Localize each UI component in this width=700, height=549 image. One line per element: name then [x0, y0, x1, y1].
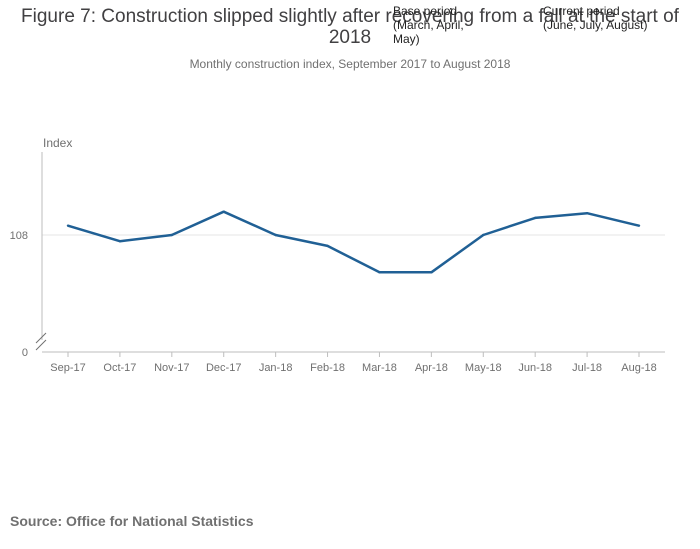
- x-tick-label-jun-18: Jun-18: [518, 362, 552, 374]
- x-tick-label-aug-18: Aug-18: [621, 362, 656, 374]
- data-point-oct-17: [118, 240, 122, 243]
- y-tick-label-0: 0: [22, 347, 28, 359]
- data-point-sep-17: [66, 224, 70, 227]
- x-tick-label-jan-18: Jan-18: [259, 362, 293, 374]
- x-tick-label-mar-18: Mar-18: [362, 362, 397, 374]
- x-tick-label-oct-17: Oct-17: [103, 362, 136, 374]
- x-tick-label-sep-17: Sep-17: [50, 362, 85, 374]
- data-point-apr-18: [430, 271, 433, 274]
- data-point-mar-18: [378, 271, 381, 274]
- chart-subtitle: Monthly construction index, September 20…: [189, 57, 511, 71]
- data-point-jan-18: [274, 233, 277, 237]
- data-point-may-18: [482, 233, 485, 237]
- y-tick-labels: 108: [10, 230, 28, 242]
- x-tick-label-feb-18: Feb-18: [310, 362, 345, 374]
- data-point-jun-18: [533, 216, 537, 220]
- chart-title: Figure 7: Construction slipped slightly …: [21, 6, 679, 48]
- series-line: [67, 210, 640, 274]
- annotation-current-period: Current period (June, July, August): [543, 4, 648, 32]
- annotation-base-period: Base period (March, April, May): [393, 4, 464, 46]
- x-tick-label-nov-17: Nov-17: [154, 362, 189, 374]
- x-tick-label-may-18: May-18: [465, 362, 502, 374]
- series-layer: [66, 210, 641, 274]
- y-axis-label: Index: [43, 136, 72, 150]
- x-tick-labels: Sep-17 Oct-17 Nov-17 Dec-17 Jan-18 Feb-18 Mar-…: [50, 352, 657, 374]
- x-tick-label-apr-18: Apr-18: [415, 362, 448, 374]
- data-point-jul-18: [585, 212, 589, 215]
- x-tick-label-dec-17: Dec-17: [206, 362, 241, 374]
- x-tick-label-jul-18: Jul-18: [572, 362, 602, 374]
- data-point-aug-18: [637, 224, 641, 227]
- data-point-nov-17: [170, 233, 174, 237]
- axis-break-icon: [35, 332, 47, 351]
- source-note: Source: Office for National Statistics: [10, 513, 254, 529]
- data-point-feb-18: [326, 244, 329, 248]
- y-tick-label-108: 108: [10, 230, 28, 242]
- data-point-dec-17: [222, 210, 225, 213]
